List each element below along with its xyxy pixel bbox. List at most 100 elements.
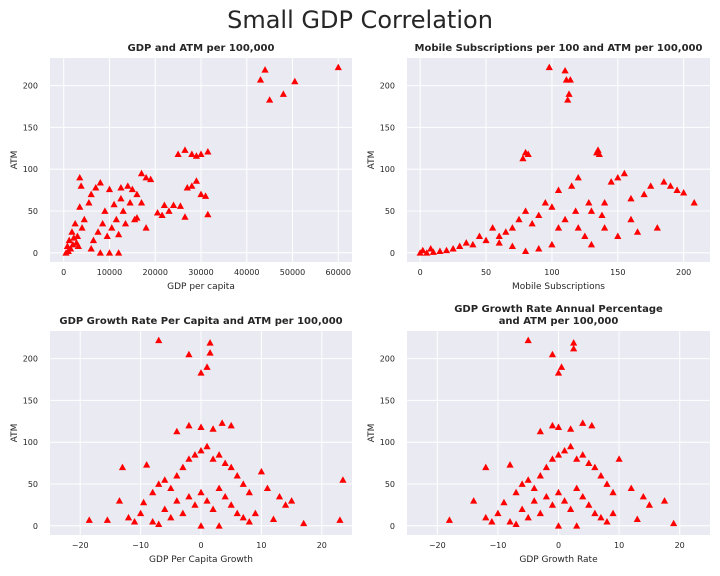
data-point	[76, 203, 84, 210]
data-point	[94, 228, 102, 235]
data-point	[542, 463, 550, 471]
data-point	[121, 219, 130, 227]
data-point	[245, 488, 253, 496]
x-tick-label: 20000	[143, 268, 168, 277]
data-point	[567, 425, 575, 432]
data-point	[160, 201, 168, 209]
data-point	[442, 246, 451, 254]
data-point	[266, 96, 274, 103]
data-point	[690, 199, 698, 206]
x-tick-label: −20	[72, 541, 89, 550]
data-point	[518, 480, 526, 487]
data-point	[128, 185, 136, 193]
data-point	[554, 224, 563, 231]
data-point	[149, 488, 157, 496]
data-point	[660, 178, 668, 185]
y-tick-label: 150	[380, 396, 395, 405]
data-point	[469, 240, 477, 248]
data-point	[133, 190, 141, 198]
data-point	[494, 509, 502, 517]
data-point	[291, 77, 299, 85]
data-point	[112, 215, 120, 223]
data-point	[524, 476, 532, 483]
data-point	[185, 350, 193, 358]
data-point	[130, 518, 139, 525]
data-point	[149, 518, 157, 525]
data-point	[185, 421, 193, 429]
data-point	[419, 246, 427, 254]
data-point	[85, 516, 93, 523]
y-tick-label: 100	[380, 165, 395, 174]
data-point	[203, 497, 211, 504]
data-point	[256, 76, 265, 83]
y-tick-label: 0	[33, 249, 38, 258]
data-point	[115, 497, 124, 504]
data-point	[115, 230, 123, 238]
data-point	[142, 173, 150, 181]
data-point	[69, 240, 77, 248]
data-point	[188, 150, 196, 158]
data-point	[233, 472, 241, 479]
data-point	[475, 232, 484, 239]
data-point	[572, 207, 580, 214]
data-point	[209, 455, 217, 462]
x-tick-label: 20	[675, 541, 685, 550]
data-point	[87, 245, 95, 252]
data-point	[560, 497, 569, 504]
x-tick-label: 40000	[234, 268, 259, 277]
data-point	[227, 463, 235, 471]
data-point	[203, 363, 211, 370]
data-point	[524, 513, 532, 521]
data-point	[188, 182, 196, 189]
data-point	[137, 169, 146, 177]
data-point	[209, 505, 217, 512]
data-point	[521, 207, 530, 214]
data-point	[548, 203, 556, 210]
data-point	[535, 211, 543, 219]
data-point	[607, 178, 615, 185]
x-tick-label: 10	[256, 541, 266, 550]
y-tick-label: 50	[28, 207, 38, 216]
data-point	[530, 497, 538, 504]
data-point	[85, 199, 93, 206]
data-point	[445, 516, 454, 523]
x-tick-label: −10	[489, 541, 506, 550]
data-point	[71, 219, 79, 227]
x-tick-label: 10	[614, 541, 624, 550]
data-point	[488, 518, 496, 525]
data-point	[257, 467, 265, 475]
data-point	[512, 488, 520, 496]
data-point	[204, 210, 212, 218]
data-point	[500, 498, 508, 506]
subplot-title: GDP Growth Rate Annual Percentage	[454, 304, 663, 315]
data-point	[519, 154, 527, 162]
data-point	[204, 148, 212, 155]
data-point	[609, 488, 617, 496]
subplot-1: 0 10000 20000 30000 40000 50000 60000 0 50 100 150…	[10, 43, 352, 292]
data-point	[101, 207, 109, 214]
data-point	[573, 522, 581, 529]
data-point	[185, 492, 193, 500]
data-point	[137, 509, 145, 517]
data-point	[598, 211, 606, 219]
data-point	[666, 182, 675, 189]
data-point	[570, 344, 578, 352]
data-point	[512, 520, 520, 528]
data-point	[197, 190, 205, 198]
data-point	[565, 90, 573, 97]
data-point	[300, 519, 308, 527]
x-tick-label: 100	[544, 268, 559, 277]
x-tick-label: 50	[481, 268, 491, 277]
x-tick-label: 150	[610, 268, 625, 277]
data-point	[155, 480, 163, 487]
data-point	[561, 66, 569, 74]
data-point	[140, 498, 148, 506]
x-tick-label: 0	[556, 541, 561, 550]
data-point	[118, 463, 127, 471]
data-point	[153, 209, 162, 216]
data-point	[339, 476, 347, 483]
data-point	[137, 199, 146, 206]
data-point	[191, 501, 199, 508]
